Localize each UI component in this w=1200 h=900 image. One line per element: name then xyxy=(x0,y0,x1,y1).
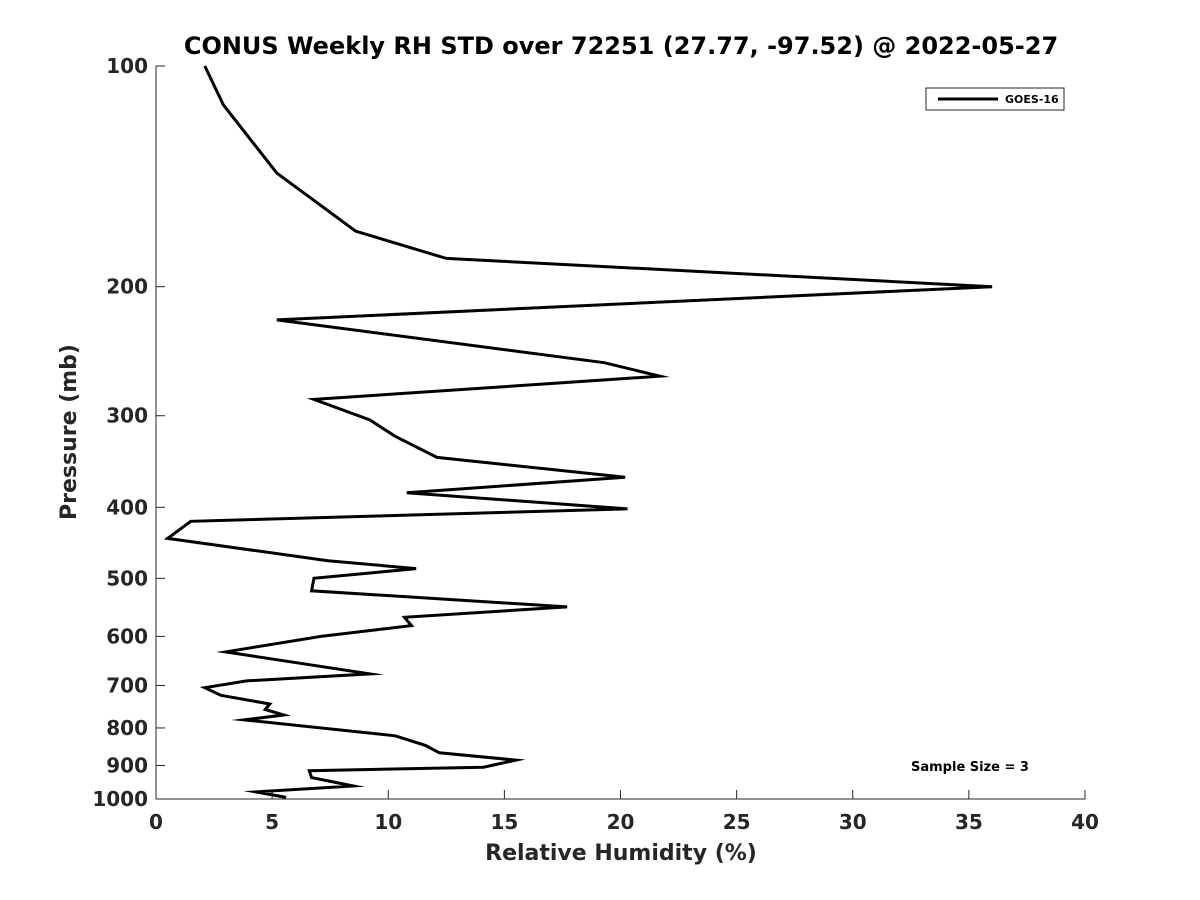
chart-title: CONUS Weekly RH STD over 72251 (27.77, -… xyxy=(184,32,1058,60)
y-tick-label: 1000 xyxy=(92,787,148,811)
y-tick-label: 600 xyxy=(106,624,148,648)
x-tick-label: 35 xyxy=(955,810,983,834)
x-tick-label: 40 xyxy=(1071,810,1099,834)
x-tick-label: 25 xyxy=(723,810,751,834)
y-tick-label: 400 xyxy=(106,495,148,519)
legend: GOES-16 xyxy=(925,87,1065,111)
x-tick-label: 15 xyxy=(490,810,518,834)
x-tick-label: 20 xyxy=(607,810,635,834)
plot-area: 0 5 10 15 20 25 30 35 40 100 200 300 400 500 600 700 80… xyxy=(92,54,1099,834)
y-ticks: 100 200 300 400 500 600 700 800 900 1000 xyxy=(92,54,165,811)
y-tick-label: 300 xyxy=(106,404,148,428)
x-axis-label: Relative Humidity (%) xyxy=(485,841,757,866)
x-ticks: 0 5 10 15 20 25 30 35 40 xyxy=(149,790,1099,834)
x-tick-label: 0 xyxy=(149,810,163,834)
x-tick-label: 30 xyxy=(839,810,867,834)
sample-size-annotation: Sample Size = 3 xyxy=(911,760,1029,775)
y-tick-label: 900 xyxy=(106,753,148,777)
y-tick-label: 200 xyxy=(106,275,148,299)
y-tick-label: 700 xyxy=(106,673,148,697)
y-axis-label: Pressure (mb) xyxy=(57,344,82,520)
x-tick-label: 10 xyxy=(374,810,402,834)
y-tick-label: 500 xyxy=(106,566,148,590)
y-tick-label: 800 xyxy=(106,716,148,740)
series-line-goes-16 xyxy=(163,65,993,799)
legend-label-goes-16: GOES-16 xyxy=(1005,93,1059,106)
y-tick-label: 100 xyxy=(106,54,148,78)
x-tick-label: 5 xyxy=(265,810,279,834)
series-layer xyxy=(163,65,993,799)
